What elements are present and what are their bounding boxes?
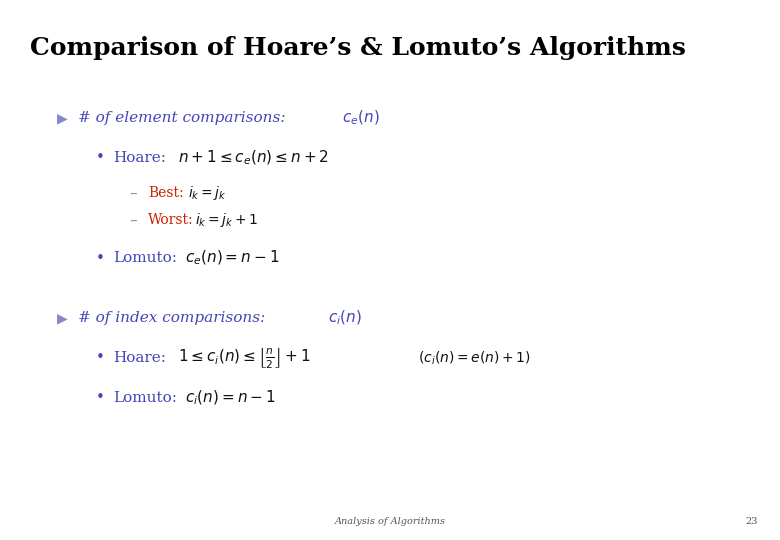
Text: $(c_i(n) = e(n) + 1)$: $(c_i(n) = e(n) + 1)$ xyxy=(418,349,531,367)
Text: Analysis of Algorithms: Analysis of Algorithms xyxy=(335,517,445,526)
Text: 23: 23 xyxy=(746,517,758,526)
Text: Hoare:: Hoare: xyxy=(113,351,166,365)
Text: $c_i(n) = n - 1$: $c_i(n) = n - 1$ xyxy=(185,389,275,407)
Text: •: • xyxy=(96,390,105,406)
Text: $c_i(n)$: $c_i(n)$ xyxy=(328,309,362,327)
Text: •: • xyxy=(96,151,105,165)
Text: $n + 1 \leq c_e(n) \leq n + 2$: $n + 1 \leq c_e(n) \leq n + 2$ xyxy=(178,149,329,167)
Text: Worst:: Worst: xyxy=(148,213,193,227)
Text: $1 \leq c_i(n) \leq \left\lfloor\frac{n}{2}\right\rfloor + 1$: $1 \leq c_i(n) \leq \left\lfloor\frac{n}… xyxy=(178,346,310,370)
Text: –: – xyxy=(129,186,136,200)
Text: $c_e(n) = n - 1$: $c_e(n) = n - 1$ xyxy=(185,249,279,267)
Text: •: • xyxy=(96,350,105,366)
Text: $i_k = j_k + 1$: $i_k = j_k + 1$ xyxy=(195,211,258,229)
Text: # of element comparisons:: # of element comparisons: xyxy=(78,111,290,125)
Text: $c_e(n)$: $c_e(n)$ xyxy=(342,109,380,127)
Text: Comparison of Hoare’s & Lomuto’s Algorithms: Comparison of Hoare’s & Lomuto’s Algorit… xyxy=(30,36,686,60)
Text: ▶: ▶ xyxy=(57,111,67,125)
Text: Lomuto:: Lomuto: xyxy=(113,251,177,265)
Text: ▶: ▶ xyxy=(57,311,67,325)
Text: Best:: Best: xyxy=(148,186,183,200)
Text: $i_k = j_k$: $i_k = j_k$ xyxy=(188,184,227,202)
Text: # of index comparisons:: # of index comparisons: xyxy=(78,311,270,325)
Text: –: – xyxy=(129,213,136,227)
Text: Hoare:: Hoare: xyxy=(113,151,166,165)
Text: Lomuto:: Lomuto: xyxy=(113,391,177,405)
Text: •: • xyxy=(96,251,105,266)
